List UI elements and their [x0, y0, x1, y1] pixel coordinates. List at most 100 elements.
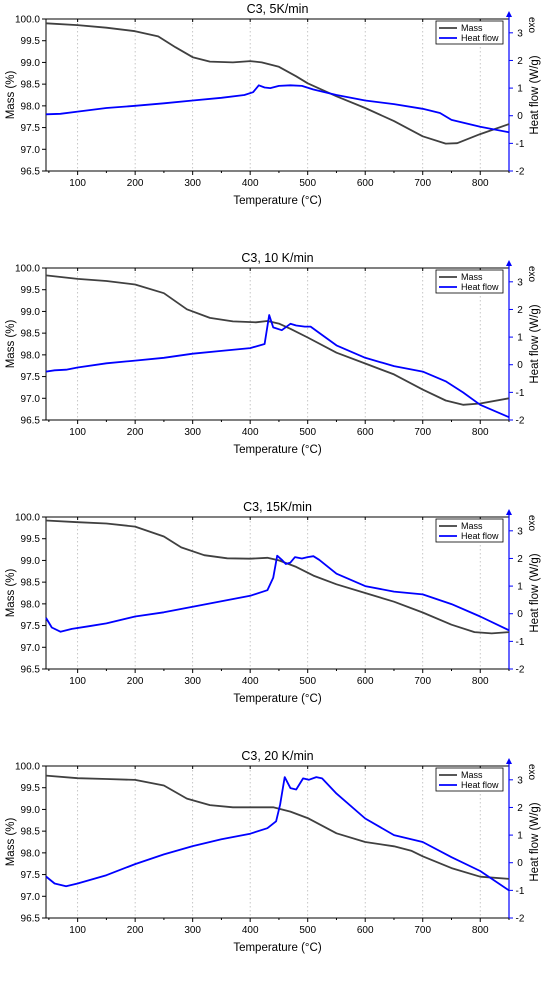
- x-axis-title: Temperature (°C): [233, 693, 321, 705]
- y-tick-label: 97.0: [21, 643, 41, 654]
- y-tick-label: 98.5: [21, 578, 41, 589]
- y2-tick-label: 0: [517, 609, 523, 620]
- series-line-mass: [45, 519, 510, 635]
- exo-arrow-icon: [506, 509, 512, 515]
- x-tick-label: 600: [357, 178, 374, 189]
- y2-tick-label: 1: [517, 84, 523, 95]
- x-tick-label: 800: [472, 178, 489, 189]
- series-line-mass: [45, 274, 510, 406]
- y-tick-label: 99.5: [21, 534, 41, 545]
- y2-tick-label: -2: [516, 416, 525, 427]
- y-tick-label: 98.5: [21, 80, 41, 91]
- exo-arrow-icon: [506, 758, 512, 764]
- x-tick-label: 100: [69, 676, 86, 687]
- y2-tick-label: 1: [517, 582, 523, 593]
- series-line-heat-flow: [45, 314, 510, 419]
- y2-tick-label: 2: [517, 305, 523, 316]
- y2-tick-label: 3: [517, 277, 523, 288]
- y-tick-label: 99.0: [21, 58, 41, 69]
- y2-tick-label: 2: [517, 803, 523, 814]
- y-axis-title: Mass (%): [5, 569, 17, 618]
- y-tick-label: 98.5: [21, 827, 41, 838]
- series-line-mass: [45, 774, 510, 880]
- x-axis-title: Temperature (°C): [233, 444, 321, 456]
- x-tick-label: 400: [242, 427, 259, 438]
- grid: [77, 268, 481, 420]
- chart-panel-1: C3, 5K/min 100 200 300 400 500 600 700 800 96.5 97…: [5, 2, 541, 207]
- chart-panel-2: C3, 10 K/min 100 200 300 400 500 600 700 800 96.5…: [5, 251, 541, 456]
- x-tick-label: 200: [127, 925, 144, 936]
- x-tick-label: 500: [299, 676, 316, 687]
- legend-label: Heat flow: [461, 33, 499, 43]
- y2-tick-label: 2: [517, 56, 523, 67]
- legend-label: Mass: [461, 272, 483, 282]
- x-tick-label: 100: [69, 925, 86, 936]
- legend-label: Heat flow: [461, 282, 499, 292]
- y-axis-title: Mass (%): [5, 71, 17, 120]
- y-tick-label: 99.0: [21, 556, 41, 567]
- legend-label: Heat flow: [461, 531, 499, 541]
- x-tick-label: 400: [242, 178, 259, 189]
- y2-axis-title: Heat flow (W/g): [529, 55, 541, 134]
- exo-label: exo: [526, 764, 537, 781]
- y-tick-label: 99.5: [21, 36, 41, 47]
- x-tick-label: 600: [357, 427, 374, 438]
- y2-tick-label: 3: [517, 28, 523, 39]
- y-tick-label: 98.5: [21, 329, 41, 340]
- x-tick-label: 600: [357, 676, 374, 687]
- series-line-heat-flow: [45, 776, 510, 892]
- y-tick-label: 100.0: [15, 513, 40, 524]
- x-tick-label: 300: [184, 925, 201, 936]
- y2-tick-label: -1: [516, 388, 525, 399]
- y-tick-label: 100.0: [15, 264, 40, 275]
- x-tick-label: 300: [184, 178, 201, 189]
- x-tick-label: 500: [299, 178, 316, 189]
- y-tick-label: 98.0: [21, 599, 41, 610]
- y-tick-label: 99.5: [21, 285, 41, 296]
- y-tick-label: 97.0: [21, 892, 41, 903]
- y-tick-label: 97.0: [21, 394, 41, 405]
- y2-tick-label: 0: [517, 360, 523, 371]
- x-tick-label: 700: [414, 676, 431, 687]
- exo-label: exo: [526, 515, 537, 532]
- exo-arrow-icon: [506, 11, 512, 17]
- y2-axis-title: Heat flow (W/g): [529, 304, 541, 383]
- y2-axis-title: Heat flow (W/g): [529, 553, 541, 632]
- x-tick-label: 800: [472, 427, 489, 438]
- y-tick-label: 98.0: [21, 848, 41, 859]
- y-tick-label: 97.5: [21, 870, 41, 881]
- y-tick-label: 99.5: [21, 783, 41, 794]
- exo-arrow-icon: [506, 260, 512, 266]
- y-tick-label: 97.5: [21, 123, 41, 134]
- y2-axis-title: Heat flow (W/g): [529, 802, 541, 881]
- y-tick-label: 98.0: [21, 350, 41, 361]
- y-tick-label: 96.5: [21, 914, 41, 925]
- chart-panel-3: C3, 15K/min 100 200 300 400 500 600 700 800 96.5 9…: [5, 500, 541, 705]
- y2-tick-label: -2: [516, 914, 525, 925]
- y2-tick-label: 3: [517, 775, 523, 786]
- chart-panel-4: C3, 20 K/min 100 200 300 400 500 600 700 800 96.5…: [5, 749, 541, 954]
- y-axis-title: Mass (%): [5, 320, 17, 369]
- y-tick-label: 97.5: [21, 372, 41, 383]
- x-tick-label: 200: [127, 427, 144, 438]
- y2-tick-label: -1: [516, 139, 525, 150]
- x-tick-label: 800: [472, 925, 489, 936]
- y-tick-label: 96.5: [21, 167, 41, 178]
- grid: [77, 517, 481, 669]
- y-tick-label: 97.5: [21, 621, 41, 632]
- y2-tick-label: 0: [517, 111, 523, 122]
- chart-title: C3, 20 K/min: [241, 749, 313, 763]
- x-tick-label: 500: [299, 427, 316, 438]
- x-tick-label: 800: [472, 676, 489, 687]
- y2-tick-label: 3: [517, 526, 523, 537]
- y2-tick-label: 0: [517, 858, 523, 869]
- x-tick-label: 400: [242, 925, 259, 936]
- y-tick-label: 99.0: [21, 805, 41, 816]
- x-tick-label: 200: [127, 676, 144, 687]
- y-tick-label: 100.0: [15, 15, 40, 26]
- exo-label: exo: [526, 266, 537, 283]
- grid: [77, 19, 481, 171]
